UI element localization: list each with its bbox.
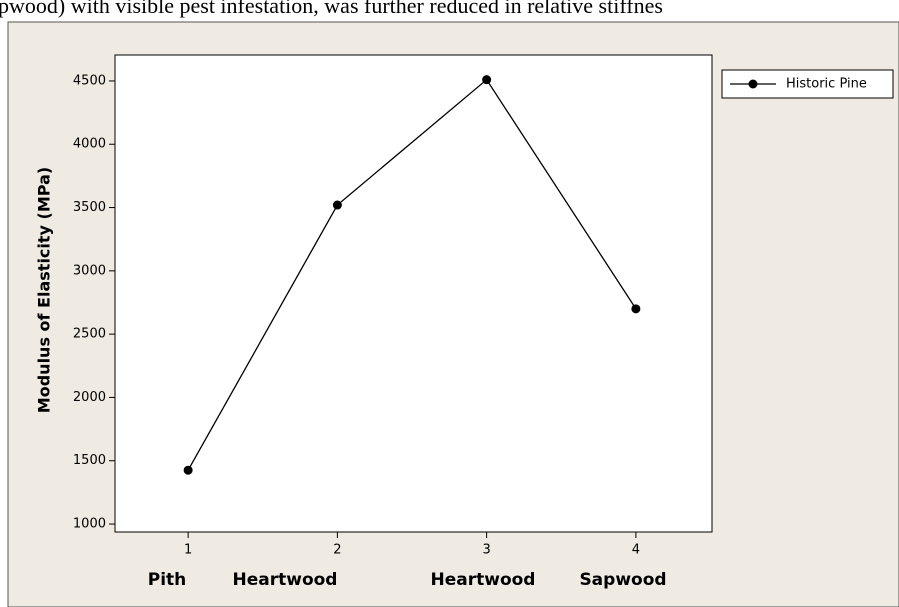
y-tick-label: 1000 <box>73 517 106 532</box>
point <box>183 465 193 475</box>
point <box>631 304 641 314</box>
y-tick-label: 4500 <box>73 73 106 88</box>
y-tick-label: 3500 <box>73 200 106 215</box>
group-label: Heartwood <box>431 570 536 590</box>
y-axis-label: Modulus of Elasticity (MPa) <box>35 167 54 413</box>
y-tick-label: 2000 <box>73 390 106 405</box>
legend-box <box>721 69 894 99</box>
y-tick-label: 1500 <box>73 453 106 468</box>
y-tick-label: 3000 <box>73 263 106 278</box>
point <box>482 75 492 85</box>
group-label: Heartwood <box>233 570 338 590</box>
caption: pwood) with visible pest infestation, wa… <box>0 0 663 18</box>
legend-label: Historic Pine <box>786 77 867 92</box>
plot-area <box>114 54 713 533</box>
x-tick-label: 2 <box>333 543 341 558</box>
series-line <box>187 78 637 471</box>
group-label: Sapwood <box>579 570 666 590</box>
group-label: Pith <box>148 570 187 590</box>
x-tick-label: 3 <box>482 543 490 558</box>
legend-marker <box>748 79 758 89</box>
x-tick-label: 1 <box>184 543 192 558</box>
point <box>332 200 342 210</box>
y-tick-label: 2500 <box>73 327 106 342</box>
x-tick-label: 4 <box>632 543 640 558</box>
y-tick-label: 4000 <box>73 137 106 152</box>
